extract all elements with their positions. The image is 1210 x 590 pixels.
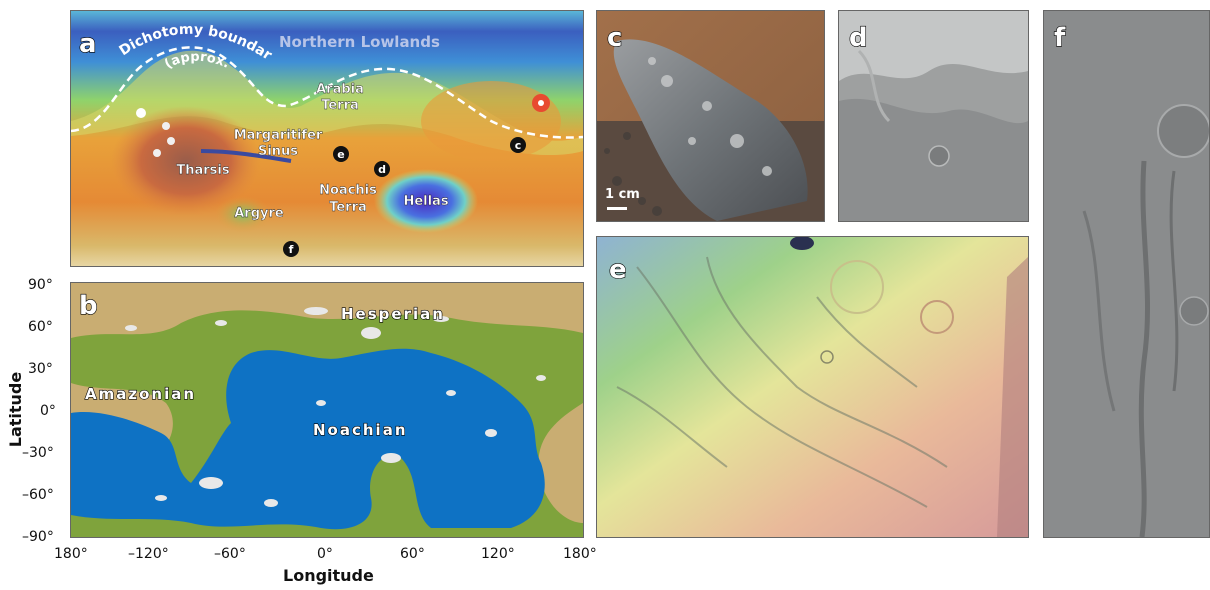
amazonian-label: Amazonian bbox=[84, 385, 197, 403]
panel-c-rock-photo: c 1 cm bbox=[596, 10, 825, 222]
conglomerate-rock-image bbox=[597, 11, 824, 221]
northern-lowlands-label: Northern Lowlands bbox=[279, 33, 440, 51]
panel-label-b: b bbox=[78, 291, 98, 321]
panel-label-e: e bbox=[608, 255, 627, 285]
y-tick: –30° bbox=[22, 445, 54, 461]
x-tick: 180° bbox=[563, 546, 597, 562]
y-tick: –90° bbox=[22, 529, 54, 545]
x-tick: –60° bbox=[214, 546, 246, 562]
colorized-relief-image bbox=[597, 237, 1028, 537]
margaritifer-label-1: Margaritifer bbox=[234, 128, 323, 143]
tharsis-label: Tharsis bbox=[176, 163, 230, 178]
y-tick: –60° bbox=[22, 487, 54, 503]
x-tick: 60° bbox=[400, 546, 425, 562]
y-tick: 30° bbox=[28, 361, 53, 377]
noachis-label-2: Terra bbox=[329, 200, 367, 215]
panel-label-a: a bbox=[78, 29, 97, 59]
hesperian-label: Hesperian bbox=[340, 305, 445, 323]
noachian-label: Noachian bbox=[312, 421, 408, 439]
noachis-label-1: Noachis bbox=[319, 183, 377, 198]
y-tick: 60° bbox=[28, 319, 53, 335]
hellas-label: Hellas bbox=[403, 194, 448, 209]
site-marker-d: d bbox=[378, 163, 386, 176]
ice-patches bbox=[125, 307, 546, 507]
panel-label-f: f bbox=[1053, 23, 1066, 53]
x-tick: 120° bbox=[481, 546, 515, 562]
panel-a-topography-map: a Dichotomy boundary (approx.) Northern … bbox=[70, 10, 584, 267]
y-axis-title: Latitude bbox=[6, 371, 26, 448]
arabia-label-1: Arabia bbox=[316, 82, 364, 97]
panel-label-d: d bbox=[848, 23, 868, 53]
x-tick: 0° bbox=[317, 546, 333, 562]
argyre-label: Argyre bbox=[234, 206, 284, 221]
panel-label-c: c bbox=[606, 23, 623, 53]
layered-terrain-image bbox=[839, 11, 1028, 221]
arabia-label-2: Terra bbox=[321, 98, 359, 113]
x-tick: –120° bbox=[128, 546, 169, 562]
y-tick: 0° bbox=[40, 403, 56, 419]
panel-b-geologic-map: b Hesperian Amazonian Noachian bbox=[70, 282, 584, 538]
noachian-unit bbox=[71, 348, 545, 530]
x-axis-title: Longitude bbox=[283, 566, 374, 585]
y-tick: 90° bbox=[28, 277, 53, 293]
geologic-map-image bbox=[71, 283, 583, 537]
margaritifer-label-2: Sinus bbox=[258, 144, 298, 159]
x-tick: 180° bbox=[54, 546, 88, 562]
panel-e-relief-image: e bbox=[596, 236, 1029, 538]
site-marker-e: e bbox=[337, 148, 344, 161]
valley-network-image bbox=[1044, 11, 1209, 537]
topography-image bbox=[71, 11, 583, 266]
site-marker-c: c bbox=[515, 139, 522, 152]
scale-bar-label: 1 cm bbox=[605, 187, 640, 202]
panel-f-valley-image: f bbox=[1043, 10, 1210, 538]
site-marker-f: f bbox=[289, 243, 294, 256]
panel-a-text-layer: Dichotomy boundary (approx.) Northern Lo… bbox=[71, 11, 526, 257]
panel-d-terrain-image: d bbox=[838, 10, 1029, 222]
